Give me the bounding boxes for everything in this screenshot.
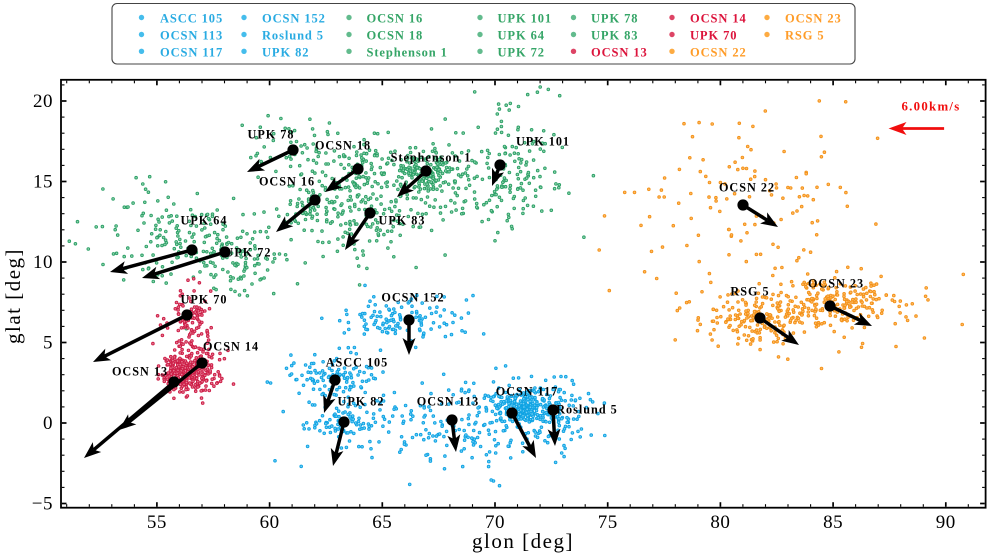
svg-text:UPK 82: UPK 82 <box>262 45 309 59</box>
svg-text:UPK 64: UPK 64 <box>498 29 545 43</box>
svg-text:OCSN 16: OCSN 16 <box>367 12 424 26</box>
svg-text:OCSN 117: OCSN 117 <box>496 385 559 399</box>
svg-text:OCSN 18: OCSN 18 <box>315 139 371 153</box>
svg-text:UPK 78: UPK 78 <box>591 12 638 26</box>
svg-text:ASCC 105: ASCC 105 <box>160 12 223 26</box>
svg-text:85: 85 <box>823 512 843 533</box>
svg-text:0: 0 <box>43 413 53 434</box>
svg-text:OCSN 22: OCSN 22 <box>690 45 747 59</box>
svg-text:OCSN 14: OCSN 14 <box>690 12 747 26</box>
svg-text:UPK 78: UPK 78 <box>248 128 295 142</box>
svg-text:15: 15 <box>33 172 53 193</box>
svg-text:OCSN 152: OCSN 152 <box>381 291 444 305</box>
svg-text:UPK 83: UPK 83 <box>591 29 638 43</box>
svg-text:OCSN 22: OCSN 22 <box>719 181 775 195</box>
svg-text:OCSN 13: OCSN 13 <box>112 365 168 379</box>
svg-text:OCSN 23: OCSN 23 <box>785 12 842 26</box>
svg-text:Roslund 5: Roslund 5 <box>556 403 618 417</box>
svg-text:OCSN 152: OCSN 152 <box>262 12 326 26</box>
svg-text:ASCC 105: ASCC 105 <box>326 356 389 370</box>
svg-text:RSG 5: RSG 5 <box>730 285 769 299</box>
svg-text:10: 10 <box>33 252 53 273</box>
svg-text:−5: −5 <box>32 494 53 515</box>
svg-text:OCSN 117: OCSN 117 <box>160 45 223 59</box>
svg-text:UPK 83: UPK 83 <box>379 214 426 228</box>
svg-text:65: 65 <box>372 512 392 533</box>
svg-text:OCSN 18: OCSN 18 <box>367 29 424 43</box>
svg-text:5: 5 <box>43 333 53 354</box>
svg-text:UPK 70: UPK 70 <box>690 29 737 43</box>
svg-text:UPK 72: UPK 72 <box>225 246 272 260</box>
svg-text:6.00km/s: 6.00km/s <box>901 100 960 114</box>
svg-text:Roslund 5: Roslund 5 <box>262 29 324 43</box>
svg-text:80: 80 <box>710 512 730 533</box>
svg-text:OCSN 23: OCSN 23 <box>808 277 864 291</box>
svg-text:90: 90 <box>936 512 956 533</box>
svg-text:OCSN 14: OCSN 14 <box>203 340 259 354</box>
svg-text:UPK 70: UPK 70 <box>181 293 228 307</box>
svg-text:55: 55 <box>147 512 167 533</box>
svg-text:OCSN 113: OCSN 113 <box>160 29 223 43</box>
svg-text:20: 20 <box>33 91 53 112</box>
svg-text:Stephenson 1: Stephenson 1 <box>391 151 472 165</box>
svg-text:glat [deg]: glat [deg] <box>1 248 25 344</box>
svg-text:OCSN 16: OCSN 16 <box>259 175 315 189</box>
svg-text:70: 70 <box>485 512 505 533</box>
svg-text:OCSN 113: OCSN 113 <box>417 395 480 409</box>
svg-text:UPK 82: UPK 82 <box>338 395 385 409</box>
svg-text:RSG 5: RSG 5 <box>785 29 825 43</box>
svg-text:UPK 101: UPK 101 <box>498 12 553 26</box>
svg-text:60: 60 <box>260 512 280 533</box>
svg-text:Stephenson 1: Stephenson 1 <box>367 45 448 59</box>
svg-text:UPK 101: UPK 101 <box>516 135 570 149</box>
svg-text:glon [deg]: glon [deg] <box>472 529 574 553</box>
svg-text:UPK 72: UPK 72 <box>498 45 545 59</box>
svg-text:UPK 64: UPK 64 <box>181 214 228 228</box>
svg-text:75: 75 <box>598 512 618 533</box>
svg-text:OCSN 13: OCSN 13 <box>591 45 648 59</box>
